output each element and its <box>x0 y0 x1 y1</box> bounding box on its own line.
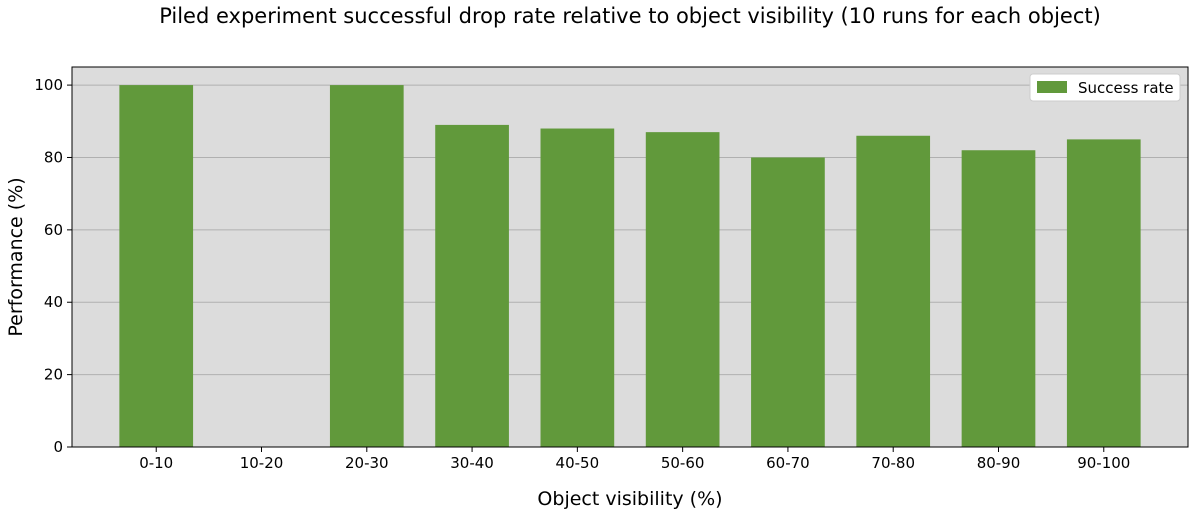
y-tick-label: 20 <box>44 366 63 384</box>
y-axis-ticks: 0 20 40 60 80 100 <box>34 76 72 456</box>
y-tick-label: 40 <box>44 293 63 311</box>
x-tick-label: 0-10 <box>139 454 173 472</box>
x-tick-label: 80-90 <box>977 454 1021 472</box>
x-axis-label: Object visibility (%) <box>537 488 722 510</box>
bar <box>856 135 931 447</box>
y-axis-label: Performance (%) <box>5 177 27 336</box>
legend-swatch <box>1037 81 1067 93</box>
bar <box>645 132 720 447</box>
x-tick-label: 20-30 <box>345 454 389 472</box>
y-tick-label: 100 <box>34 76 63 94</box>
x-tick-label: 70-80 <box>871 454 915 472</box>
x-tick-label: 90-100 <box>1077 454 1130 472</box>
y-tick-label: 0 <box>53 438 63 456</box>
x-tick-label: 50-60 <box>661 454 705 472</box>
x-tick-label: 40-50 <box>556 454 600 472</box>
bar <box>119 85 194 447</box>
x-tick-label: 30-40 <box>450 454 494 472</box>
x-axis-ticks: 0-10 10-20 20-30 30-40 40-50 50-60 60-70 70-80 8… <box>139 447 1130 472</box>
y-tick-label: 80 <box>44 148 63 166</box>
y-tick-label: 60 <box>44 221 63 239</box>
legend-box <box>1029 73 1181 102</box>
legend: Success rate <box>1029 73 1181 102</box>
legend-label: Success rate <box>1078 79 1174 97</box>
bar <box>329 85 404 447</box>
bars <box>119 85 1141 448</box>
bar <box>751 157 825 447</box>
bar <box>540 128 615 447</box>
bar <box>1066 139 1141 447</box>
bar <box>961 150 1036 447</box>
chart-title: Piled experiment successful drop rate re… <box>159 4 1101 28</box>
bar <box>435 124 509 448</box>
x-tick-label: 60-70 <box>766 454 810 472</box>
x-tick-label: 10-20 <box>240 454 284 472</box>
plot-frame <box>71 66 1189 448</box>
